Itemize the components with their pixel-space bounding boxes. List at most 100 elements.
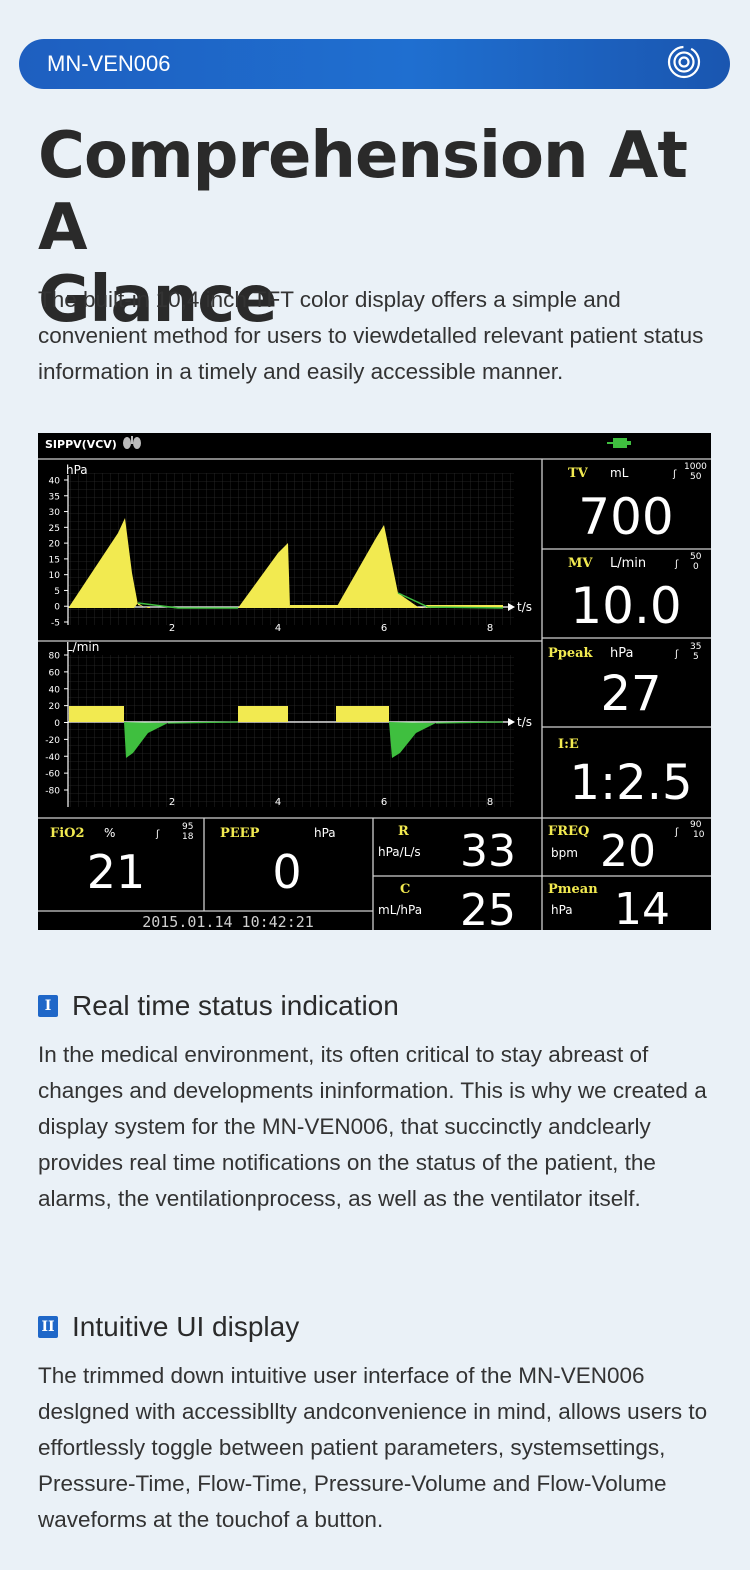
y-tick-label: 20 [49,702,61,712]
y-tick-label: 30 [49,508,61,518]
section1-numeral: I [38,995,58,1017]
svg-text:hPa: hPa [610,646,633,661]
flow-unit: L/min [66,640,99,654]
section2-body: The trimmed down intuitive user interfac… [38,1363,708,1532]
target-icon[interactable] [666,44,702,85]
section1-body: In the medical environment, its often cr… [38,1042,707,1211]
y-tick-label: 35 [49,492,60,502]
svg-text:bpm: bpm [551,846,578,860]
section2-title: Intuitive UI display [72,1311,300,1342]
param-c[interactable]: C mL/hPa 25 [378,882,516,930]
y-tick-label: 10 [49,571,61,581]
svg-text:ʃ: ʃ [155,829,160,840]
x-tick-label: 2 [169,797,175,808]
pressure-chart: hPa 40 35 30 25 20 15 10 5 0 -5 2 4 6 8 t/s [49,463,532,634]
param-mv[interactable]: MV L/min ʃ 50 0 10.0 [568,552,702,635]
flow-chart: L/min 80 60 40 20 0 -20 -40 -60 -80 2 4 6 8 t/s [45,640,532,808]
alarm-icon: ʃ [672,469,677,480]
ventilator-monitor: SIPPV(VCV) hPa [38,433,711,930]
param-freq[interactable]: FREQ bpm ʃ 90 10 20 [548,820,705,877]
datetime: 2015.01.14 10:42:21 [142,913,314,930]
flow-xlabel: t/s [517,715,532,729]
pressure-unit: hPa [66,463,88,477]
svg-text:18: 18 [182,832,194,842]
svg-text:1000: 1000 [684,462,707,472]
section1-title-row: I Real time status indication [38,988,728,1024]
page-title: Comprehension At A Glance [38,120,728,336]
mv-value: 10.0 [570,577,681,635]
svg-text:90: 90 [690,820,702,830]
svg-text:MV: MV [568,556,593,571]
pmean-value: 14 [614,884,670,930]
flow-wave-positive [69,706,389,722]
r-value: 33 [460,826,516,877]
svg-text:95: 95 [182,822,193,832]
svg-text:%: % [104,826,115,840]
freq-value: 20 [600,826,656,877]
x-tick-label: 4 [275,623,281,634]
svg-text:mL: mL [610,466,629,480]
svg-text:FiO2: FiO2 [50,826,85,841]
tv-value: 700 [578,488,673,546]
svg-text:10: 10 [693,830,705,840]
svg-text:ʃ: ʃ [674,827,679,838]
svg-text:TV: TV [568,466,589,481]
x-tick-label: 8 [487,797,493,808]
param-peep[interactable]: PEEP hPa 0 [220,826,336,899]
y-tick-label: 60 [49,668,61,678]
svg-text:I:E: I:E [558,737,579,752]
svg-text:mL/hPa: mL/hPa [378,903,422,917]
svg-text:5: 5 [693,652,699,662]
y-tick-label: 40 [49,685,61,695]
fio2-value: 21 [87,845,146,899]
svg-text:R: R [398,824,409,839]
c-value: 25 [460,885,516,930]
battery-icon [607,438,631,448]
y-tick-label: 80 [49,652,61,662]
param-tv[interactable]: TV mL ʃ 1000 50 700 [568,462,707,546]
flow-wave-negative [124,722,436,758]
pressure-xlabel: t/s [517,600,532,614]
peep-value: 0 [272,845,301,899]
page-title-line2: Glance [38,263,278,337]
svg-text:hPa/L/s: hPa/L/s [378,845,421,859]
page-title-line1: Comprehension At A [38,119,688,265]
param-r[interactable]: R hPa/L/s 33 [378,824,516,877]
intro-text: The built-in 10,4 inch TFT color display… [38,287,704,384]
header-title: MN-VEN006 [47,51,171,76]
svg-text:Ppeak: Ppeak [548,646,594,661]
svg-text:ʃ: ʃ [674,649,679,660]
svg-text:PEEP: PEEP [220,826,260,841]
svg-text:50: 50 [690,552,702,562]
param-fio2[interactable]: FiO2 % ʃ 95 18 21 [50,822,194,899]
ie-value: 1:2.5 [569,755,692,811]
y-tick-label: 15 [49,555,60,565]
section2-title-row: II Intuitive UI display [38,1309,728,1345]
param-ie[interactable]: I:E 1:2.5 [558,737,693,811]
svg-text:FREQ: FREQ [548,824,589,839]
header-bar: MN-VEN006 [19,39,730,89]
y-tick-label: -80 [45,787,60,797]
y-tick-label: 40 [49,477,61,487]
svg-text:hPa: hPa [314,826,336,840]
y-tick-label: 20 [49,540,61,550]
svg-text:35: 35 [690,642,701,652]
param-ppeak[interactable]: Ppeak hPa ʃ 35 5 27 [548,642,701,722]
lungs-icon [123,436,141,449]
svg-text:ʃ: ʃ [674,559,679,570]
y-tick-label: -60 [45,770,60,780]
y-tick-label: 0 [54,603,60,613]
section2-numeral: II [38,1316,58,1338]
x-tick-label: 6 [381,797,387,808]
svg-text:0: 0 [693,562,699,572]
y-tick-label: 5 [54,587,60,597]
param-pmean[interactable]: Pmean hPa 14 [548,882,670,930]
section1-title: Real time status indication [72,990,399,1021]
y-tick-label: -5 [51,619,60,629]
y-tick-label: -20 [45,736,60,746]
y-tick-label: 25 [49,524,60,534]
x-tick-label: 8 [487,623,493,634]
svg-text:Pmean: Pmean [548,882,598,897]
svg-text:hPa: hPa [551,903,573,917]
x-tick-label: 2 [169,623,175,634]
